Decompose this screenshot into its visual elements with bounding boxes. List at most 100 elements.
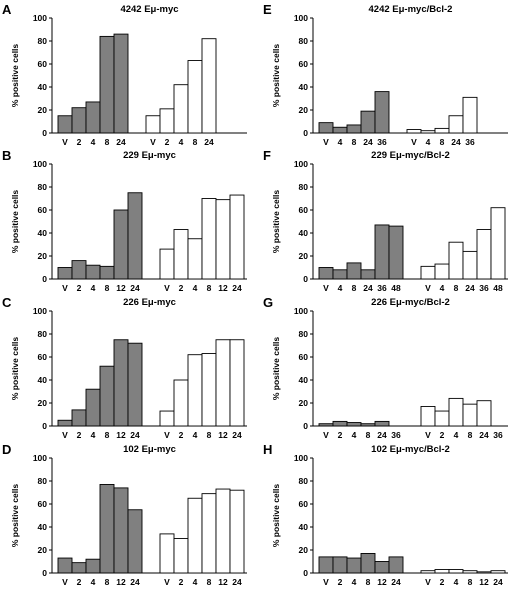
bar [85, 388, 101, 427]
panel-letter: B [2, 148, 11, 163]
y-tick-label: 0 [303, 128, 308, 138]
bar [229, 489, 245, 574]
y-axis-label: % positive cells [10, 190, 20, 254]
y-tick-label: 80 [38, 36, 48, 46]
x-tick-label: 12 [116, 283, 126, 293]
bar [332, 556, 348, 574]
x-tick-label: 2 [77, 283, 82, 293]
y-tick-label: 80 [38, 329, 48, 339]
bar [462, 250, 478, 280]
x-tick-label: 36 [377, 137, 387, 147]
x-tick-label: 8 [468, 577, 473, 587]
bar [57, 419, 73, 427]
x-tick-label: 2 [440, 430, 445, 440]
x-tick-label: 8 [207, 430, 212, 440]
y-tick-label: 80 [299, 329, 309, 339]
x-tick-label: 8 [468, 430, 473, 440]
bar [434, 410, 450, 427]
bar [420, 130, 436, 134]
bar [57, 267, 73, 280]
x-tick-label: 4 [193, 577, 198, 587]
y-axis-label: % positive cells [271, 484, 281, 548]
bar [406, 129, 422, 134]
bar [145, 115, 161, 134]
y-tick-label: 40 [299, 82, 309, 92]
bar [448, 569, 464, 574]
bar [374, 561, 390, 574]
x-tick-label: 36 [493, 430, 503, 440]
panel-d: D 102 Eμ-myc % positive cells 0 20 40 60 80 100 V… [2, 442, 247, 587]
panel-e: E 4242 Eμ-myc/Bcl-2 % positive cells 0 20 40 6… [263, 2, 508, 147]
bar [332, 126, 348, 134]
x-tick-label: 2 [165, 137, 170, 147]
x-tick-label: 12 [479, 577, 489, 587]
x-tick-label: 48 [391, 283, 401, 293]
bar [448, 115, 464, 134]
bar [127, 509, 143, 574]
x-tick-label: 8 [105, 283, 110, 293]
y-tick-label: 40 [38, 82, 48, 92]
bar [388, 225, 404, 280]
y-tick-label: 60 [38, 59, 48, 69]
bar [332, 420, 348, 427]
y-tick-label: 20 [38, 545, 48, 555]
panel-letter: G [263, 295, 273, 310]
y-tick-label: 40 [38, 522, 48, 532]
x-tick-label: 4 [91, 577, 96, 587]
bar [346, 124, 362, 134]
bar [346, 557, 362, 574]
x-tick-label: 24 [391, 577, 401, 587]
x-tick-label: V [150, 137, 156, 147]
panel-letter: H [263, 442, 272, 457]
x-tick-label: V [164, 430, 170, 440]
y-tick-label: 100 [33, 306, 47, 316]
panel-letter: C [2, 295, 12, 310]
x-tick-label: V [323, 577, 329, 587]
x-tick-label: V [323, 283, 329, 293]
y-tick-label: 0 [42, 274, 47, 284]
y-tick-label: 80 [38, 182, 48, 192]
x-tick-label: 4 [91, 137, 96, 147]
x-tick-label: 12 [116, 577, 126, 587]
x-tick-label: 36 [479, 283, 489, 293]
x-tick-label: 2 [77, 577, 82, 587]
bar [99, 35, 115, 134]
y-tick-label: 0 [303, 274, 308, 284]
bar [71, 107, 87, 134]
x-tick-label: V [62, 577, 68, 587]
x-tick-label: 8 [207, 283, 212, 293]
x-tick-label: 24 [232, 430, 242, 440]
panel-f: F 229 Eμ-myc/Bcl-2 % positive cells 0 20 40 60… [263, 148, 508, 293]
panel-title: 229 Eμ-myc [123, 150, 176, 161]
y-tick-label: 60 [299, 352, 309, 362]
x-tick-label: 8 [105, 430, 110, 440]
x-tick-label: 4 [91, 283, 96, 293]
x-tick-label: 12 [116, 430, 126, 440]
bar [448, 397, 464, 427]
x-tick-label: 4 [338, 137, 343, 147]
x-tick-label: 4 [454, 577, 459, 587]
x-tick-label: 2 [179, 577, 184, 587]
bar [113, 33, 129, 134]
x-tick-label: 24 [232, 577, 242, 587]
bar [318, 423, 334, 427]
bar [476, 229, 492, 280]
bar [434, 127, 450, 134]
bar [99, 265, 115, 280]
bar [99, 365, 115, 427]
bar [159, 248, 175, 280]
y-tick-label: 80 [299, 36, 309, 46]
x-tick-label: 24 [363, 283, 373, 293]
x-tick-label: 8 [454, 283, 459, 293]
x-tick-label: V [164, 577, 170, 587]
y-axis-label: % positive cells [271, 44, 281, 108]
bar [113, 487, 129, 574]
bar [113, 209, 129, 280]
bar [85, 264, 101, 280]
panel-title: 226 Eμ-myc/Bcl-2 [371, 297, 450, 308]
y-tick-label: 60 [38, 499, 48, 509]
y-tick-label: 20 [38, 251, 48, 261]
x-tick-label: 8 [366, 430, 371, 440]
x-tick-label: 4 [352, 430, 357, 440]
y-tick-label: 80 [299, 182, 309, 192]
